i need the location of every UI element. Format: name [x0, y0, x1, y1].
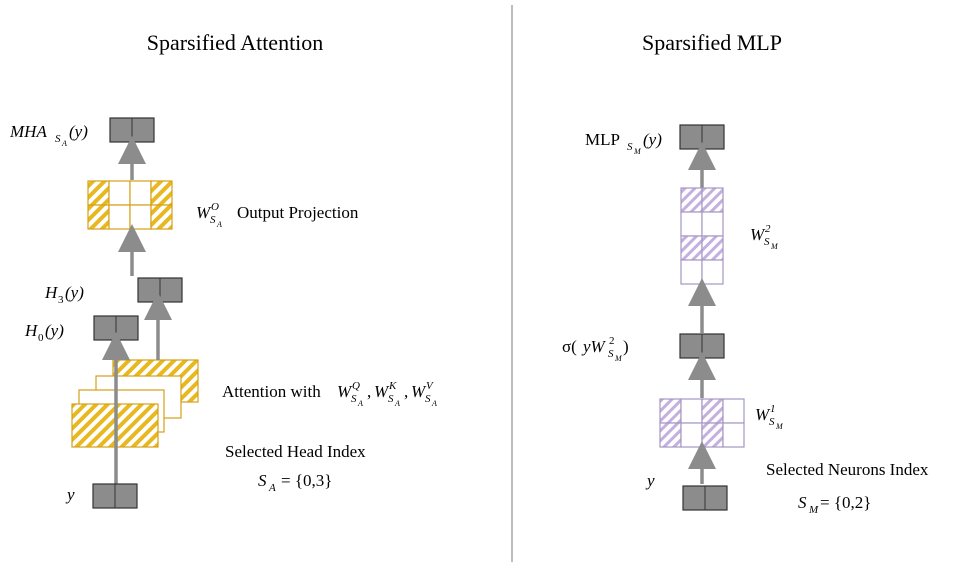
label: W	[196, 203, 212, 222]
matrix-cell	[701, 259, 724, 285]
label: M	[775, 422, 784, 431]
label: Sparsified Attention	[147, 30, 324, 55]
label: (y)	[643, 130, 662, 149]
label: S	[258, 471, 267, 490]
matrix-cell	[87, 180, 110, 206]
matrix-cell	[680, 422, 703, 448]
matrix-cell	[701, 398, 724, 424]
label: S	[798, 493, 807, 512]
label: O	[211, 201, 219, 213]
label: σ(	[562, 337, 577, 356]
label: 2	[765, 223, 771, 235]
label: MHA	[9, 122, 47, 141]
label: MLP	[585, 130, 620, 149]
label: A	[394, 399, 400, 408]
label: S	[608, 348, 614, 360]
matrix-cell	[129, 204, 152, 230]
label: ,	[367, 382, 371, 401]
label: S	[425, 393, 431, 405]
label: 1	[770, 403, 776, 415]
label: = {0,2}	[820, 493, 871, 512]
label: Sparsified MLP	[642, 30, 782, 55]
label: H	[24, 321, 39, 340]
label: W	[755, 405, 771, 424]
label: W	[337, 382, 353, 401]
label: M	[808, 504, 819, 516]
label: 0	[38, 332, 44, 344]
label: A	[61, 139, 67, 148]
matrix-cell	[680, 211, 703, 237]
label: Selected Neurons Index	[766, 460, 929, 479]
label: A	[268, 482, 276, 494]
label: (y)	[65, 283, 84, 302]
shapes	[71, 117, 745, 511]
matrix-cell	[659, 398, 682, 424]
label: Attention with	[222, 382, 321, 401]
matrix-cell	[150, 204, 173, 230]
matrix-cell	[680, 187, 703, 213]
matrix-cell	[680, 398, 703, 424]
label: K	[388, 380, 397, 392]
label: M	[614, 354, 623, 363]
label: V	[426, 380, 434, 392]
matrix-cell	[701, 235, 724, 261]
matrix-cell	[129, 180, 152, 206]
label: M	[770, 242, 779, 251]
matrix-cell	[680, 235, 703, 261]
label: M	[633, 147, 642, 156]
label: S	[764, 236, 770, 248]
label: Selected Head Index	[225, 442, 366, 461]
label: Output Projection	[237, 203, 359, 222]
label: S	[55, 133, 61, 145]
label: S	[210, 214, 216, 226]
label: (y)	[69, 122, 88, 141]
label: A	[216, 220, 222, 229]
label: S	[351, 393, 357, 405]
label: W	[411, 382, 427, 401]
matrix-cell	[701, 422, 724, 448]
label: S	[769, 416, 775, 428]
matrix-cell	[701, 187, 724, 213]
label: = {0,3}	[281, 471, 332, 490]
label: W	[374, 382, 390, 401]
matrix-cell	[150, 180, 173, 206]
label: 3	[58, 294, 64, 306]
label: (y)	[45, 321, 64, 340]
matrix-cell	[680, 259, 703, 285]
label: Q	[352, 380, 360, 392]
label: A	[357, 399, 363, 408]
label: H	[44, 283, 59, 302]
matrix-cell	[108, 204, 131, 230]
label: )	[623, 337, 629, 356]
label: W	[750, 225, 766, 244]
matrix-cell	[722, 422, 745, 448]
label: S	[627, 141, 633, 153]
label: ,	[404, 382, 408, 401]
label: y	[645, 471, 655, 490]
label: yW	[581, 337, 607, 356]
label: 2	[609, 335, 615, 347]
matrix-cell	[87, 204, 110, 230]
label: A	[431, 399, 437, 408]
matrix-cell	[659, 422, 682, 448]
matrix-cell	[108, 180, 131, 206]
label: S	[388, 393, 394, 405]
matrix-cell	[722, 398, 745, 424]
label: y	[65, 485, 75, 504]
matrix-cell	[701, 211, 724, 237]
